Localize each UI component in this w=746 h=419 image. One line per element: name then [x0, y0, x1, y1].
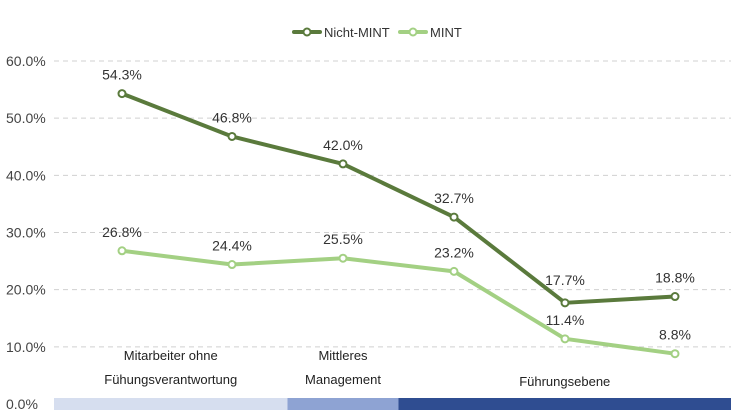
- category-band: [398, 398, 731, 410]
- data-label: 18.8%: [655, 270, 695, 286]
- data-label: 24.4%: [212, 238, 252, 254]
- data-label: 54.3%: [102, 67, 142, 83]
- data-point: [670, 292, 680, 302]
- y-axis: 0.0% 10.0% 20.0% 30.0% 40.0% 50.0% 60.0%: [6, 53, 46, 412]
- data-point: [117, 246, 127, 256]
- data-point: [338, 159, 348, 169]
- y-tick-label: 0.0%: [6, 396, 38, 412]
- data-point: [560, 334, 570, 344]
- data-point: [117, 89, 127, 99]
- legend-entry: Nicht-MINT: [324, 25, 390, 40]
- y-tick-label: 50.0%: [6, 110, 46, 126]
- data-label: 32.7%: [434, 190, 474, 206]
- category-group-label: Management: [305, 372, 381, 387]
- data-label: 17.7%: [545, 272, 585, 288]
- data-label: 23.2%: [434, 244, 474, 260]
- data-label: 25.5%: [323, 231, 363, 247]
- data-label: 8.8%: [659, 327, 691, 343]
- y-tick-label: 10.0%: [6, 339, 46, 355]
- y-tick-label: 60.0%: [6, 53, 46, 69]
- category-group-label: Führungsebene: [519, 374, 610, 389]
- legend-marker: [408, 27, 418, 37]
- data-label: 26.8%: [102, 224, 142, 240]
- data-point: [449, 212, 459, 222]
- category-group-label: Mitarbeiter ohne: [124, 348, 218, 363]
- y-tick-label: 40.0%: [6, 167, 46, 183]
- data-point: [670, 349, 680, 359]
- category-band: [54, 398, 288, 410]
- legend-marker: [302, 27, 312, 37]
- series-lines: 54.3% 46.8% 42.0% 32.7% 17.7% 18.8% 26.8% 24.4%…: [102, 67, 695, 359]
- series-line: [120, 248, 677, 356]
- y-tick-label: 30.0%: [6, 225, 46, 241]
- legend-entry: MINT: [430, 25, 462, 40]
- data-point: [227, 131, 237, 141]
- category-group-label: Fühungsverantwortung: [104, 372, 237, 387]
- data-label: 11.4%: [546, 312, 585, 328]
- series-line: [120, 91, 677, 305]
- category-group-label: Mittleres: [318, 348, 368, 363]
- data-point: [227, 260, 237, 270]
- y-tick-label: 20.0%: [6, 282, 46, 298]
- gridlines: [54, 60, 731, 348]
- data-point: [560, 298, 570, 308]
- category-bands: [54, 398, 731, 410]
- data-point: [338, 253, 348, 263]
- data-label: 42.0%: [323, 137, 363, 153]
- category-group-labels: Mitarbeiter ohne Fühungsverantwortung Mitt…: [104, 348, 610, 389]
- category-band: [287, 398, 399, 410]
- data-point: [449, 266, 459, 276]
- legend: Nicht-MINT MINT: [292, 25, 462, 40]
- data-label: 46.8%: [212, 109, 252, 125]
